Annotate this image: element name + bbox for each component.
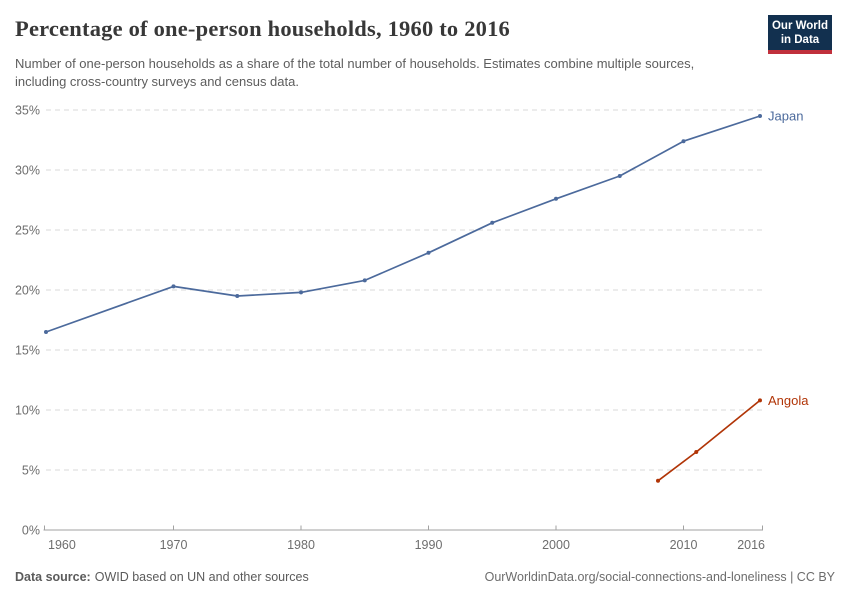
data-point-angola: [656, 478, 660, 483]
x-tick-label: 1960: [48, 538, 76, 552]
data-source-text: OWID based on UN and other sources: [94, 570, 309, 584]
x-tick-label: 1980: [287, 538, 315, 552]
x-tick-label: 1990: [415, 538, 443, 552]
data-point-japan: [44, 330, 48, 334]
x-tick-label: 1970: [160, 538, 188, 552]
owid-logo[interactable]: Our World in Data: [768, 15, 832, 54]
y-tick-label: 35%: [15, 104, 40, 118]
series-label-angola[interactable]: Angola: [768, 393, 809, 408]
y-tick-label: 15%: [15, 344, 40, 358]
y-tick-label: 0%: [22, 524, 40, 538]
data-point-japan: [171, 284, 176, 289]
y-tick-label: 20%: [15, 284, 40, 298]
data-point-japan: [235, 294, 240, 298]
chart-subtitle: Number of one-person households as a sha…: [15, 56, 695, 89]
data-point-japan: [617, 174, 622, 178]
y-tick-label: 10%: [15, 404, 40, 418]
logo-text-line1: Our World: [771, 20, 828, 32]
data-point-japan: [299, 290, 303, 295]
page-title: Percentage of one-person households, 196…: [15, 16, 510, 41]
y-tick-label: 30%: [15, 164, 40, 178]
x-tick-label: 2010: [670, 538, 698, 552]
x-tick-label: 2016: [737, 538, 765, 552]
data-source-label: Data source:: [15, 570, 91, 584]
data-point-angola: [758, 398, 762, 403]
series-line-angola: [657, 399, 761, 482]
x-tick-label: 2000: [542, 538, 570, 552]
logo-text-line2: in Data: [780, 34, 820, 46]
series-label-japan[interactable]: Japan: [768, 109, 803, 124]
y-tick-label: 5%: [22, 464, 40, 478]
data-point-japan: [758, 114, 762, 118]
data-point-japan: [490, 220, 495, 225]
attribution-link[interactable]: OurWorldinData.org/social-connections-an…: [484, 570, 835, 584]
data-point-japan: [426, 250, 431, 255]
series-line-japan: [45, 115, 761, 333]
y-tick-label: 25%: [15, 224, 40, 238]
data-point-japan: [554, 196, 558, 201]
data-source-note: Data source: OWID based on UN and other s…: [15, 570, 309, 584]
data-point-angola: [694, 450, 699, 454]
data-point-japan: [681, 139, 686, 144]
data-point-japan: [362, 278, 367, 283]
